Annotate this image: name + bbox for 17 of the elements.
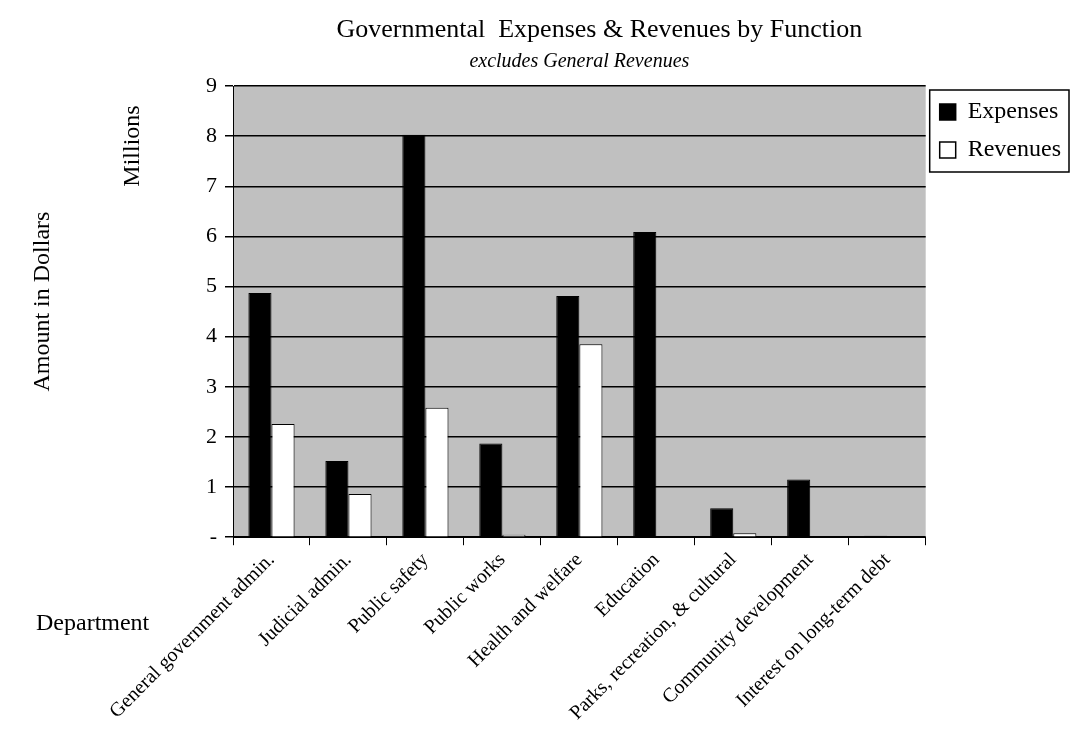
y-tick-label: 9	[206, 71, 217, 97]
text: Millions	[118, 105, 145, 187]
y-tick-label: 7	[206, 172, 217, 198]
x-axis-title: Department	[36, 608, 150, 635]
legend-label: Expenses	[967, 97, 1059, 124]
y-tick-label: 5	[206, 272, 217, 298]
legend-label: Revenues	[967, 135, 1062, 162]
y-tick-label: 8	[206, 121, 217, 147]
y-tick-label: 1	[206, 472, 217, 498]
y-tick-label: 4	[206, 322, 217, 348]
y-tick-label: 6	[206, 222, 217, 248]
y-axis-title: Amount in Dollars	[28, 211, 55, 392]
y-tick-label: 3	[206, 372, 217, 398]
chart-subtitle: excludes General Revenues	[469, 49, 690, 72]
y-tick-label: -	[209, 522, 217, 548]
y-tick-label: 2	[206, 422, 217, 448]
chart-title: Governmental Expenses & Revenues by Function	[336, 13, 863, 43]
